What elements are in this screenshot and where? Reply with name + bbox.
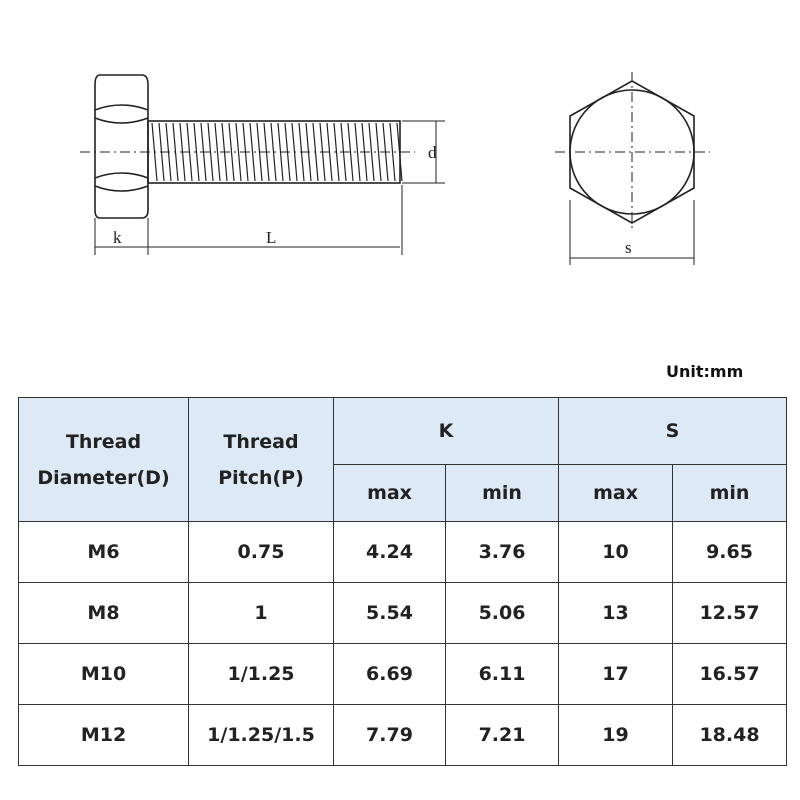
head-faces xyxy=(94,104,149,192)
table-row: M10 1/1.25 6.69 6.11 17 16.57 xyxy=(18,643,788,705)
table-cell: 0.75 xyxy=(188,521,334,583)
header-text: Pitch(P) xyxy=(218,466,304,489)
table-cell: M6 xyxy=(18,521,189,583)
table-cell: M12 xyxy=(18,704,189,766)
unit-label: Unit:mm xyxy=(666,362,744,381)
header-s-min: min xyxy=(672,464,788,522)
thread-line xyxy=(249,122,256,182)
header-k: K xyxy=(332,397,560,465)
bolt-diagram: k L d s xyxy=(80,72,710,265)
thread-line xyxy=(214,122,221,182)
table-cell: 4.24 xyxy=(333,521,446,583)
table-cell: M8 xyxy=(18,582,189,644)
table-row: M8 1 5.54 5.06 13 12.57 xyxy=(18,582,788,644)
table-cell: 12.57 xyxy=(672,582,788,644)
table-cell: 7.21 xyxy=(444,704,560,766)
table-cell: 6.11 xyxy=(444,643,560,705)
table-cell: 10 xyxy=(558,521,674,583)
dimensions xyxy=(94,120,695,265)
header-diameter: Thread Diameter(D) xyxy=(18,397,189,522)
table-cell: M10 xyxy=(18,643,189,705)
bolt-head xyxy=(94,74,149,219)
thread-line xyxy=(389,122,396,182)
table-cell: 5.06 xyxy=(444,582,560,644)
label-s: s xyxy=(625,238,632,257)
header-pitch: Thread Pitch(P) xyxy=(188,397,334,522)
thread-line xyxy=(270,122,277,182)
label-k: k xyxy=(113,228,122,247)
thread-line xyxy=(333,122,340,182)
label-L: L xyxy=(266,228,276,247)
thread-line xyxy=(256,122,263,182)
header-s: S xyxy=(558,397,788,465)
thread-line xyxy=(375,122,382,182)
hex-outline xyxy=(569,80,695,224)
table-cell: 13 xyxy=(558,582,674,644)
spec-table: Thread Diameter(D) Thread Pitch(P) K S max… xyxy=(18,397,788,766)
thread-line xyxy=(368,122,375,182)
table-cell: 19 xyxy=(558,704,674,766)
header-text: Thread xyxy=(223,430,299,453)
thread-line xyxy=(347,122,354,182)
table-cell: 3.76 xyxy=(444,521,560,583)
thread-line xyxy=(207,122,214,182)
table-cell: 5.54 xyxy=(333,582,446,644)
header-s-max: max xyxy=(558,464,674,522)
table-row: M6 0.75 4.24 3.76 10 9.65 xyxy=(18,521,788,583)
thread-line xyxy=(235,122,242,182)
thread-line xyxy=(354,122,361,182)
table-body: M6 0.75 4.24 3.76 10 9.65 M8 1 5.54 5.06 13 12.57 M1… xyxy=(18,521,788,766)
label-d: d xyxy=(428,143,437,162)
table-cell: 17 xyxy=(558,643,674,705)
table-cell: 1 xyxy=(188,582,334,644)
table-row: M12 1/1.25/1.5 7.79 7.21 19 18.48 xyxy=(18,704,788,766)
header-k-max: max xyxy=(333,464,446,522)
thread-line xyxy=(228,122,235,182)
thread-line xyxy=(396,122,403,182)
thread-line xyxy=(193,122,200,182)
table-cell: 9.65 xyxy=(672,521,788,583)
table-cell: 1/1.25/1.5 xyxy=(188,704,334,766)
table-cell: 7.79 xyxy=(333,704,446,766)
header-k-min: min xyxy=(444,464,560,522)
table-cell: 1/1.25 xyxy=(188,643,334,705)
header-text: Diameter(D) xyxy=(37,466,170,489)
table-cell: 16.57 xyxy=(672,643,788,705)
table-cell: 6.69 xyxy=(333,643,446,705)
table-cell: 18.48 xyxy=(672,704,788,766)
header-text: Thread xyxy=(65,430,142,453)
